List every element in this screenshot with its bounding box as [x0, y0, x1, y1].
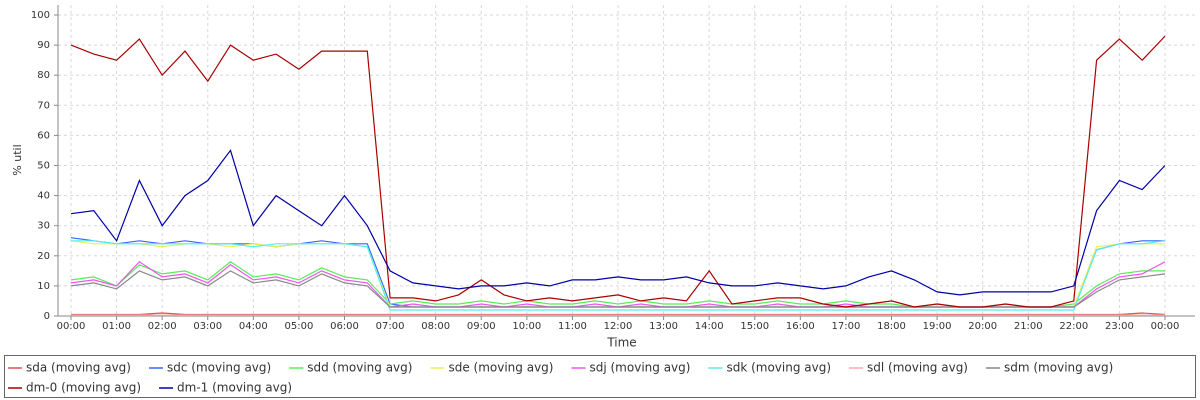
x-tick-label: 09:00	[467, 321, 496, 332]
y-tick-label: 10	[37, 281, 50, 292]
x-tick-label: 12:00	[604, 321, 633, 332]
x-tick-label: 18:00	[877, 321, 906, 332]
y-tick-label: 30	[37, 221, 50, 232]
y-tick-label: 20	[37, 251, 50, 262]
x-tick-label: 13:00	[649, 321, 678, 332]
x-tick-label: 07:00	[376, 321, 405, 332]
legend-label: sdl (moving avg)	[867, 361, 968, 375]
y-tick-label: 50	[37, 161, 50, 172]
x-tick-label: 10:00	[512, 321, 541, 332]
legend-label: sdm (moving avg)	[1004, 361, 1113, 375]
x-tick-label: 02:00	[148, 321, 177, 332]
y-tick-label: 60	[37, 130, 50, 141]
x-tick-label: 19:00	[923, 321, 952, 332]
x-tick-label: 04:00	[239, 321, 268, 332]
series-line	[71, 240, 1166, 311]
legend-label: sdk (moving avg)	[726, 361, 831, 375]
y-tick-label: 0	[44, 311, 50, 322]
legend-label: sdc (moving avg)	[167, 361, 271, 375]
x-tick-label: 17:00	[832, 321, 861, 332]
legend-label: dm-1 (moving avg)	[177, 381, 292, 395]
x-tick-label: 06:00	[330, 321, 359, 332]
x-tick-label: 00:00	[1151, 321, 1180, 332]
series-line	[70, 35, 1166, 308]
y-tick-label: 100	[31, 10, 50, 21]
legend-box	[4, 355, 1196, 398]
legend-label: dm-0 (moving avg)	[26, 381, 141, 395]
legend-label: sdj (moving avg)	[589, 361, 690, 375]
plot-area	[58, 5, 1195, 316]
x-axis-label: Time	[606, 336, 636, 350]
y-tick-label: 70	[37, 100, 50, 111]
x-tick-label: 16:00	[786, 321, 815, 332]
y-tick-label: 40	[37, 191, 50, 202]
x-tick-label: 05:00	[285, 321, 314, 332]
x-tick-label: 20:00	[968, 321, 997, 332]
series-line	[70, 149, 1166, 296]
y-axis-label: % util	[11, 144, 24, 175]
x-tick-label: 01:00	[102, 321, 131, 332]
x-tick-label: 03:00	[193, 321, 222, 332]
y-tick-label: 80	[37, 70, 50, 81]
x-tick-label: 21:00	[1014, 321, 1043, 332]
x-tick-label: 15:00	[740, 321, 769, 332]
x-tick-label: 08:00	[421, 321, 450, 332]
legend-label: sde (moving avg)	[448, 361, 553, 375]
legend-label: sdd (moving avg)	[307, 361, 412, 375]
y-tick-label: 90	[37, 40, 50, 51]
x-tick-label: 23:00	[1105, 321, 1134, 332]
x-tick-label: 11:00	[558, 321, 587, 332]
x-tick-label: 22:00	[1059, 321, 1088, 332]
x-tick-label: 00:00	[57, 321, 86, 332]
x-tick-label: 14:00	[695, 321, 724, 332]
legend-label: sda (moving avg)	[26, 361, 131, 375]
